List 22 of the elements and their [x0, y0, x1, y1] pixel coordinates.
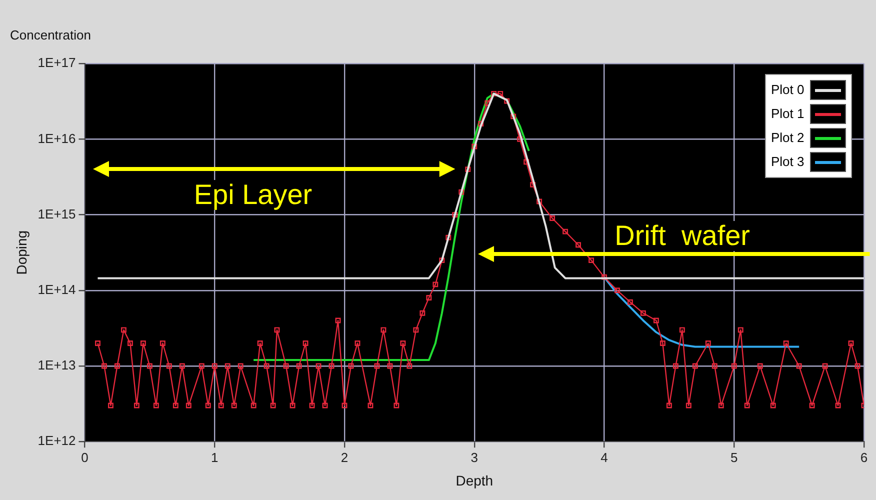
y-tick-label: 1E+12: [38, 433, 76, 448]
x-tick-label: 4: [600, 450, 608, 465]
x-tick-label: 0: [81, 450, 88, 465]
legend-label: Plot 0: [771, 82, 804, 98]
annotation: Epi Layer: [194, 178, 312, 210]
y-tick-label: 1E+17: [38, 55, 76, 70]
legend-label: Plot 1: [771, 106, 804, 122]
legend-label: Plot 3: [771, 154, 804, 170]
y-tick-label: 1E+14: [38, 282, 76, 297]
x-axis-title: Depth: [456, 472, 494, 488]
x-tick-label: 6: [860, 450, 868, 465]
y-axis-title: Doping: [13, 230, 30, 275]
y-tick-label: 1E+15: [38, 206, 76, 222]
y-tick-label: 1E+16: [38, 130, 76, 146]
y-tick-label: 1E+13: [38, 358, 76, 373]
x-tick-label: 3: [470, 450, 478, 465]
x-tick-label: 5: [730, 450, 738, 465]
x-tick-label: 2: [340, 450, 348, 465]
annotation: Drift wafer: [614, 220, 750, 252]
x-tick-label: 1: [211, 450, 218, 465]
legend-label: Plot 2: [771, 130, 804, 146]
chart-title: Concentration: [10, 27, 91, 42]
